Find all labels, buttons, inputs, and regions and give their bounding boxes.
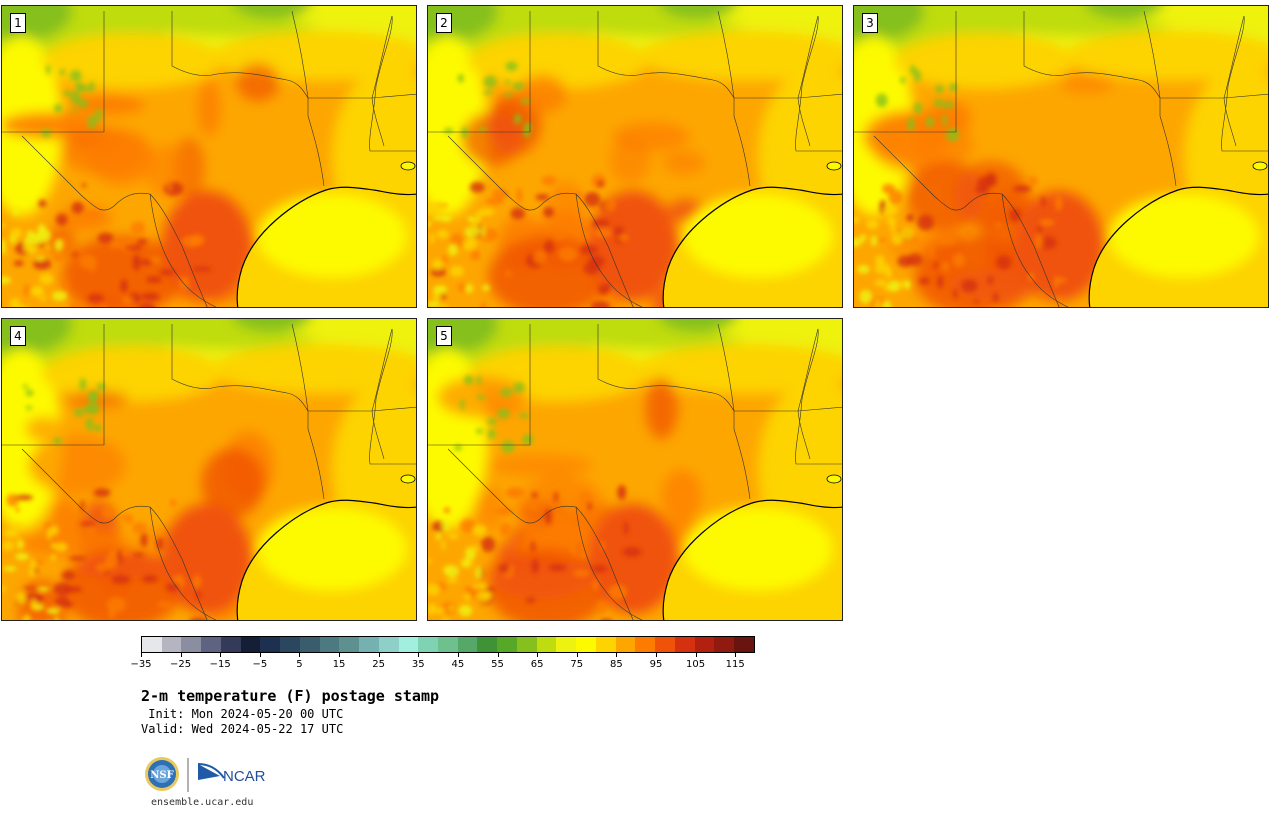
- ncar-text: NCAR: [223, 768, 266, 785]
- nsf-seal-icon: [145, 757, 179, 791]
- temperature-map: [2, 319, 416, 620]
- init-time: Init: Mon 2024-05-20 00 UTC: [141, 707, 344, 721]
- colorbar-segment: [556, 637, 577, 652]
- colorbar-tick-label: 45: [451, 659, 465, 670]
- colorbar-tick-label: 15: [332, 659, 346, 670]
- colorbar-tick: [141, 653, 142, 657]
- ensemble-member-map-5: 5: [427, 318, 843, 621]
- colorbar-tick: [180, 653, 182, 657]
- colorbar-tick-label: 105: [686, 659, 706, 670]
- colorbar-segment: [516, 637, 537, 652]
- colorbar-segment: [161, 637, 182, 652]
- colorbar-segment: [497, 637, 517, 652]
- colorbar-tick-label: −15: [209, 659, 231, 670]
- nsf-ncar-logo: NSF NCAR: [144, 756, 284, 796]
- colorbar-tick: [497, 653, 499, 657]
- colorbar-tick-label: 55: [491, 659, 504, 670]
- colorbar-segment: [181, 637, 202, 652]
- nsf-seal-text: NSF: [150, 770, 173, 781]
- colorbar-segment: [220, 637, 241, 652]
- colorbar-tick: [220, 653, 222, 657]
- logo-graphic: NSF NCAR: [145, 757, 266, 792]
- colorbar-segment: [655, 637, 675, 652]
- colorbar-segment: [635, 637, 656, 652]
- temperature-colorbar: [141, 636, 755, 653]
- temperature-map: [428, 319, 842, 620]
- colorbar-segment: [576, 637, 596, 652]
- colorbar-segment: [319, 637, 340, 652]
- colorbar-tick-label: 65: [530, 659, 544, 670]
- colorbar-tick-label: 25: [372, 659, 386, 670]
- member-number-label: 2: [436, 13, 452, 33]
- colorbar-tick: [259, 653, 261, 657]
- colorbar-tick-label: −35: [130, 659, 152, 670]
- colorbar-tick: [576, 653, 578, 657]
- colorbar-segment: [398, 637, 419, 652]
- ensemble-member-map-4: 4: [1, 318, 417, 621]
- ensemble-member-map-3: 3: [853, 5, 1269, 308]
- colorbar-tick: [457, 653, 459, 657]
- colorbar-segment: [457, 637, 478, 652]
- colorbar-tick-label: 5: [296, 659, 303, 670]
- colorbar-tick-label: 115: [725, 659, 745, 670]
- ensemble-member-map-1: 1: [1, 5, 417, 308]
- temperature-map: [2, 6, 416, 307]
- colorbar-segment: [201, 637, 221, 652]
- colorbar-segment: [477, 637, 498, 652]
- colorbar-segment: [240, 637, 261, 652]
- colorbar-tick: [735, 653, 737, 657]
- colorbar-segment: [280, 637, 300, 652]
- member-number-label: 3: [862, 13, 878, 33]
- colorbar-tick-label: 85: [609, 659, 623, 670]
- temperature-map: [428, 6, 842, 307]
- colorbar-tick: [655, 653, 657, 657]
- colorbar-segment: [734, 637, 754, 652]
- figure-title: 2-m temperature (F) postage stamp: [141, 687, 440, 705]
- colorbar-tick: [695, 653, 697, 657]
- ncar-mark-icon: [197, 763, 225, 780]
- colorbar-segment: [299, 637, 320, 652]
- colorbar-tick-label: 35: [411, 659, 425, 670]
- member-number-label: 4: [10, 326, 26, 346]
- site-url: ensemble.ucar.edu: [151, 797, 254, 808]
- colorbar-tick: [378, 653, 380, 657]
- valid-time: Valid: Wed 2024-05-22 17 UTC: [141, 722, 344, 736]
- colorbar-segment: [359, 637, 379, 652]
- colorbar-tick: [299, 653, 301, 657]
- colorbar-segment: [378, 637, 399, 652]
- member-number-label: 1: [10, 13, 26, 33]
- colorbar-segment: [714, 637, 735, 652]
- colorbar-ticks: −35 −25 −15 −5 5 15 25 35 45 55 65 75 85 95 105 115: [130, 653, 755, 673]
- colorbar-segment: [418, 637, 439, 652]
- colorbar-tick: [339, 653, 341, 657]
- colorbar-segment: [142, 637, 162, 652]
- colorbar-segment: [694, 637, 715, 652]
- colorbar-segment: [438, 637, 458, 652]
- colorbar-segment: [339, 637, 360, 652]
- colorbar-segment: [674, 637, 695, 652]
- colorbar-tick: [537, 653, 539, 657]
- ensemble-member-map-2: 2: [427, 5, 843, 308]
- colorbar-segment: [536, 637, 557, 652]
- colorbar-tick-label: −5: [252, 659, 268, 670]
- temperature-map: [854, 6, 1268, 307]
- colorbar-tick-label: 75: [570, 659, 584, 670]
- colorbar-tick-label: 95: [649, 659, 663, 670]
- colorbar-segment: [260, 637, 281, 652]
- colorbar-tick: [418, 653, 420, 657]
- colorbar-tick-label: −25: [170, 659, 192, 670]
- colorbar-segment: [615, 637, 636, 652]
- colorbar-tick: [616, 653, 618, 657]
- member-number-label: 5: [436, 326, 452, 346]
- colorbar-segment: [595, 637, 616, 652]
